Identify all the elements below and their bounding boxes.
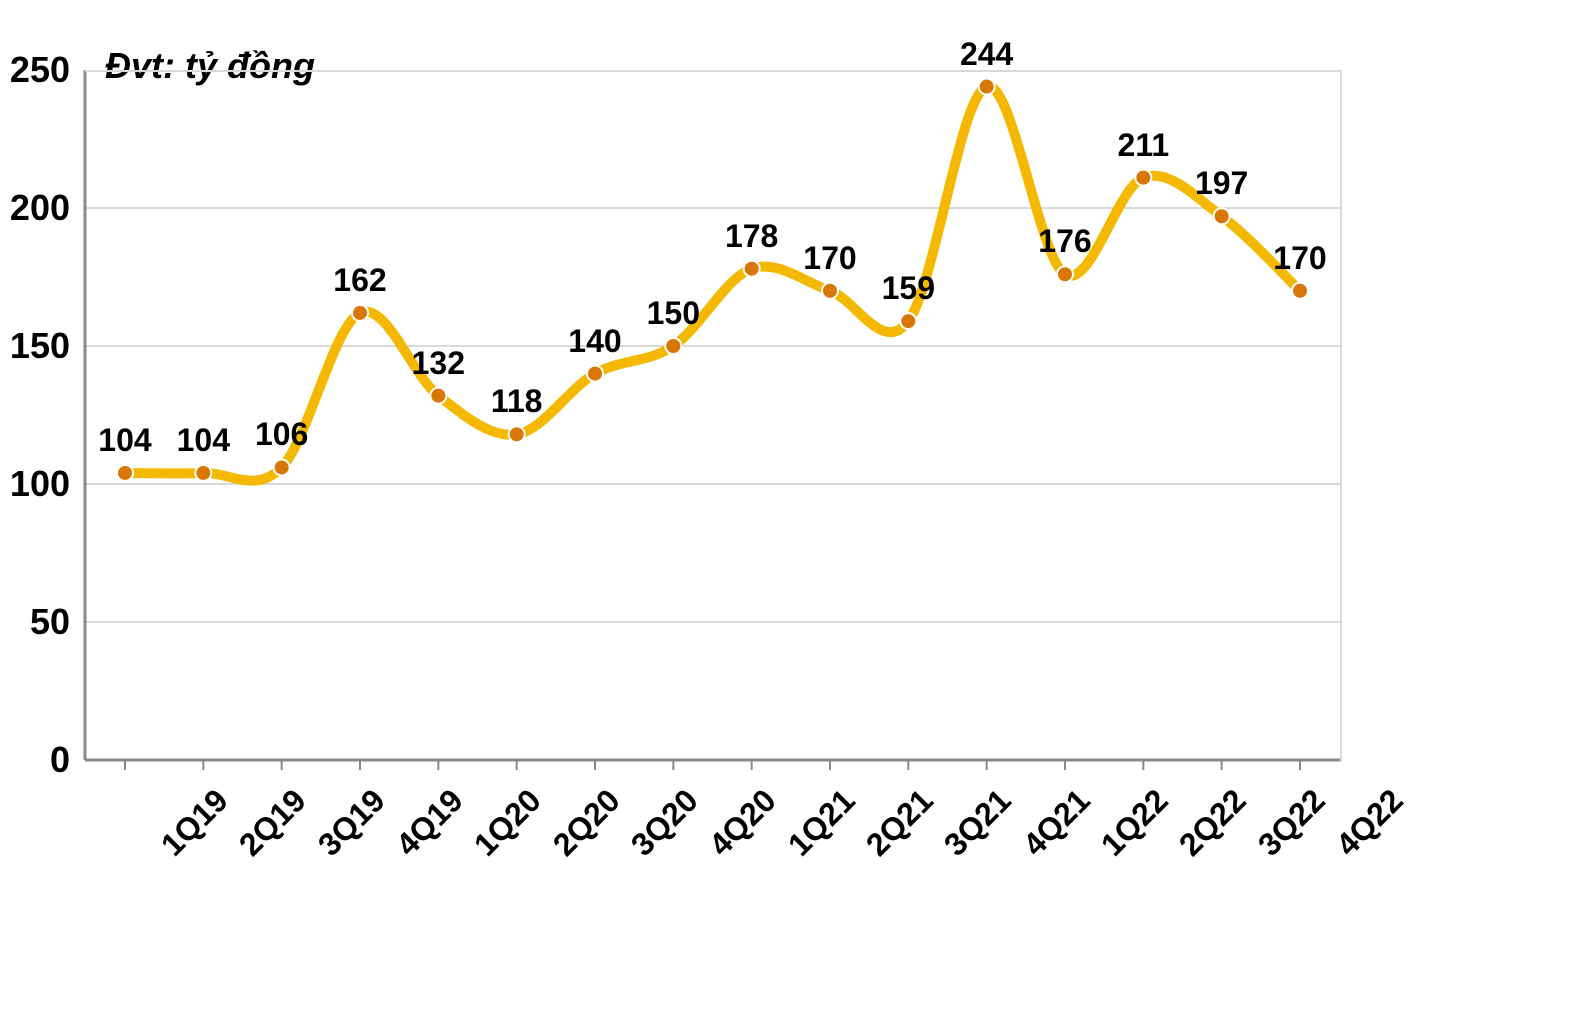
y-tick-label: 0 bbox=[0, 739, 70, 781]
y-tick-label: 100 bbox=[0, 463, 70, 505]
y-tick-label: 50 bbox=[0, 601, 70, 643]
data-label: 159 bbox=[882, 270, 935, 307]
data-label: 140 bbox=[568, 323, 621, 360]
line-chart: Đvt: tỷ đồng 0501001502002501Q192Q193Q19… bbox=[0, 0, 1575, 1029]
data-label: 150 bbox=[647, 295, 700, 332]
data-label: 106 bbox=[255, 416, 308, 453]
data-label: 244 bbox=[960, 36, 1013, 73]
data-label: 211 bbox=[1118, 127, 1170, 164]
data-label: 170 bbox=[1273, 240, 1326, 277]
y-tick-label: 200 bbox=[0, 187, 70, 229]
data-label: 178 bbox=[725, 218, 778, 255]
data-label: 170 bbox=[803, 240, 856, 277]
data-label: 104 bbox=[98, 422, 151, 459]
data-label: 176 bbox=[1038, 223, 1091, 260]
y-tick-label: 150 bbox=[0, 325, 70, 367]
data-label: 197 bbox=[1195, 165, 1248, 202]
data-label: 162 bbox=[333, 262, 386, 299]
y-tick-label: 250 bbox=[0, 49, 70, 91]
data-label: 118 bbox=[491, 383, 543, 420]
data-label: 104 bbox=[177, 422, 230, 459]
data-label: 132 bbox=[412, 345, 465, 382]
